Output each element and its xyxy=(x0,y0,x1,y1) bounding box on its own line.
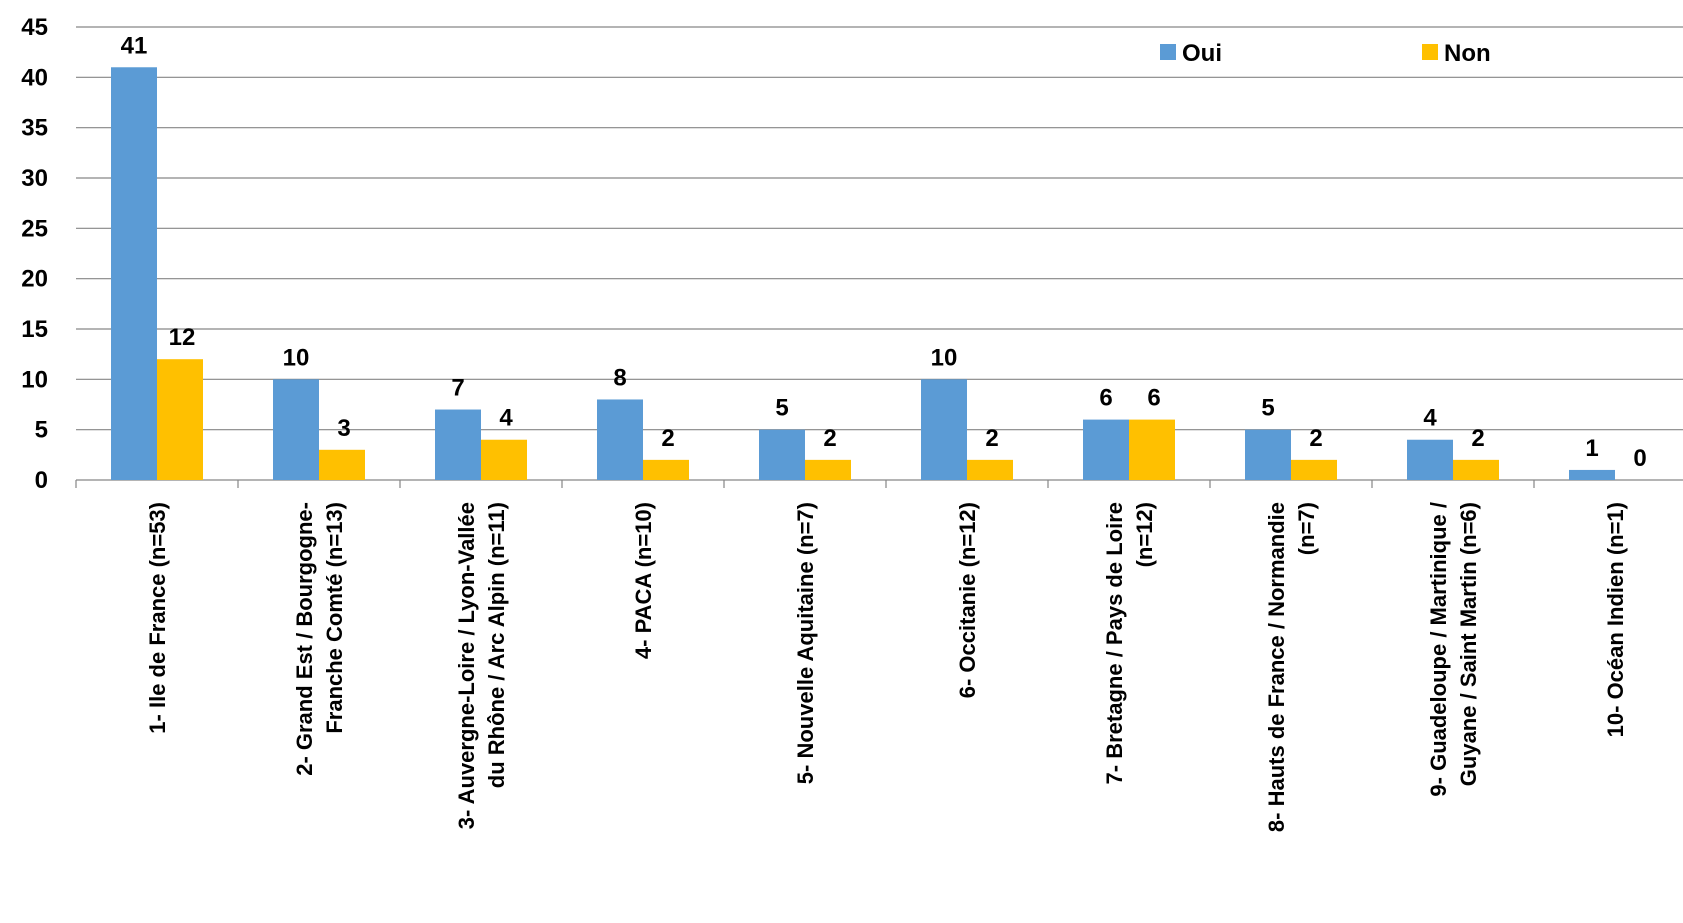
x-category-label-1: 1- Ile de France (n=53) xyxy=(145,502,170,734)
x-category-line: 7- Bretagne / Pays de Loire xyxy=(1102,502,1127,784)
legend-label-oui: Oui xyxy=(1182,40,1222,67)
bar-oui-8 xyxy=(1245,429,1291,480)
data-label-oui-9: 4 xyxy=(1423,405,1437,432)
x-category-line: (n=12) xyxy=(1132,502,1157,567)
bar-series xyxy=(111,67,1615,481)
bar-non-6 xyxy=(967,459,1013,480)
legend-swatch-oui xyxy=(1160,44,1176,60)
data-label-oui-6: 10 xyxy=(931,344,958,371)
data-label-non-7: 6 xyxy=(1147,385,1160,412)
x-category-line: 9- Guadeloupe / Martinique / xyxy=(1426,502,1451,797)
bar-oui-5 xyxy=(759,429,805,480)
y-tick-label: 5 xyxy=(35,417,48,444)
y-tick-label: 10 xyxy=(21,366,48,393)
x-category-line: 3- Auvergne-Loire / Lyon-Vallée xyxy=(454,502,479,829)
bar-non-3 xyxy=(481,439,527,480)
data-label-non-9: 2 xyxy=(1471,425,1484,452)
x-category-label-9: 9- Guadeloupe / Martinique / Guyane / Sai… xyxy=(1426,502,1481,797)
bar-oui-1 xyxy=(111,67,157,481)
bar-non-2 xyxy=(319,449,365,480)
data-label-oui-7: 6 xyxy=(1099,385,1112,412)
data-label-non-8: 2 xyxy=(1309,425,1322,452)
x-category-label-8: 8- Hauts de France / Normandie (n=7) xyxy=(1264,502,1319,832)
bar-oui-4 xyxy=(597,399,643,480)
data-label-non-3: 4 xyxy=(499,405,513,432)
x-category-line: (n=7) xyxy=(1294,502,1319,555)
x-category-line: Franche Comté (n=13) xyxy=(322,502,347,734)
bar-oui-7 xyxy=(1083,419,1129,480)
y-tick-label: 25 xyxy=(21,215,48,242)
bar-non-9 xyxy=(1453,459,1499,480)
x-category-label-10: 10- Océan Indien (n=1) xyxy=(1603,502,1628,737)
x-category-line: 1- Ile de France (n=53) xyxy=(145,502,170,734)
x-category-line: 6- Occitanie (n=12) xyxy=(955,502,980,698)
data-label-non-6: 2 xyxy=(985,425,998,452)
data-label-oui-2: 10 xyxy=(283,344,310,371)
data-label-oui-1: 41 xyxy=(121,32,148,59)
x-axis: 1- Ile de France (n=53) 2- Grand Est / Bo… xyxy=(75,480,1628,832)
y-axis: 0 5 10 15 20 25 30 35 40 45 xyxy=(21,14,48,494)
bar-oui-2 xyxy=(273,379,319,480)
bar-oui-9 xyxy=(1407,439,1453,480)
bar-non-7 xyxy=(1129,419,1175,480)
legend-label-non: Non xyxy=(1444,40,1491,67)
y-tick-label: 20 xyxy=(21,266,48,293)
x-category-label-3: 3- Auvergne-Loire / Lyon-Vallée du Rhône … xyxy=(454,502,509,829)
x-category-line: 10- Océan Indien (n=1) xyxy=(1603,502,1628,737)
x-category-line: du Rhône / Arc Alpin (n=11) xyxy=(484,502,509,788)
x-category-line: 4- PACA (n=10) xyxy=(631,502,656,659)
x-category-label-7: 7- Bretagne / Pays de Loire (n=12) xyxy=(1102,502,1157,784)
bar-non-4 xyxy=(643,459,689,480)
gridlines xyxy=(76,26,1683,481)
bar-non-8 xyxy=(1291,459,1337,480)
x-category-label-5: 5- Nouvelle Aquitaine (n=7) xyxy=(793,502,818,784)
data-label-non-4: 2 xyxy=(661,425,674,452)
legend-swatch-non xyxy=(1422,44,1438,60)
x-category-label-6: 6- Occitanie (n=12) xyxy=(955,502,980,698)
data-label-non-2: 3 xyxy=(337,415,350,442)
x-category-line: 2- Grand Est / Bourgogne- xyxy=(292,502,317,776)
data-label-non-10: 0 xyxy=(1633,445,1646,472)
y-tick-label: 45 xyxy=(21,14,48,41)
data-label-oui-5: 5 xyxy=(775,395,788,422)
bar-non-5 xyxy=(805,459,851,480)
data-label-oui-10: 1 xyxy=(1585,435,1598,462)
x-category-line: Guyane / Saint Martin (n=6) xyxy=(1456,502,1481,786)
bar-oui-10 xyxy=(1569,469,1615,480)
x-category-line: 5- Nouvelle Aquitaine (n=7) xyxy=(793,502,818,784)
y-tick-label: 30 xyxy=(21,165,48,192)
data-label-oui-3: 7 xyxy=(451,375,464,402)
y-tick-label: 15 xyxy=(21,316,48,343)
bar-oui-6 xyxy=(921,379,967,480)
bar-oui-3 xyxy=(435,409,481,480)
y-tick-label: 0 xyxy=(35,467,48,494)
x-category-line: 8- Hauts de France / Normandie xyxy=(1264,502,1289,832)
y-tick-label: 35 xyxy=(21,115,48,142)
bar-non-1 xyxy=(157,359,203,480)
data-label-non-1: 12 xyxy=(169,324,196,351)
data-label-oui-8: 5 xyxy=(1261,395,1274,422)
x-category-label-4: 4- PACA (n=10) xyxy=(631,502,656,659)
x-category-label-2: 2- Grand Est / Bourgogne- Franche Comté (… xyxy=(292,502,347,776)
legend: Oui Non xyxy=(1160,40,1491,67)
y-tick-label: 40 xyxy=(21,64,48,91)
data-label-oui-4: 8 xyxy=(613,364,626,391)
data-label-non-5: 2 xyxy=(823,425,836,452)
